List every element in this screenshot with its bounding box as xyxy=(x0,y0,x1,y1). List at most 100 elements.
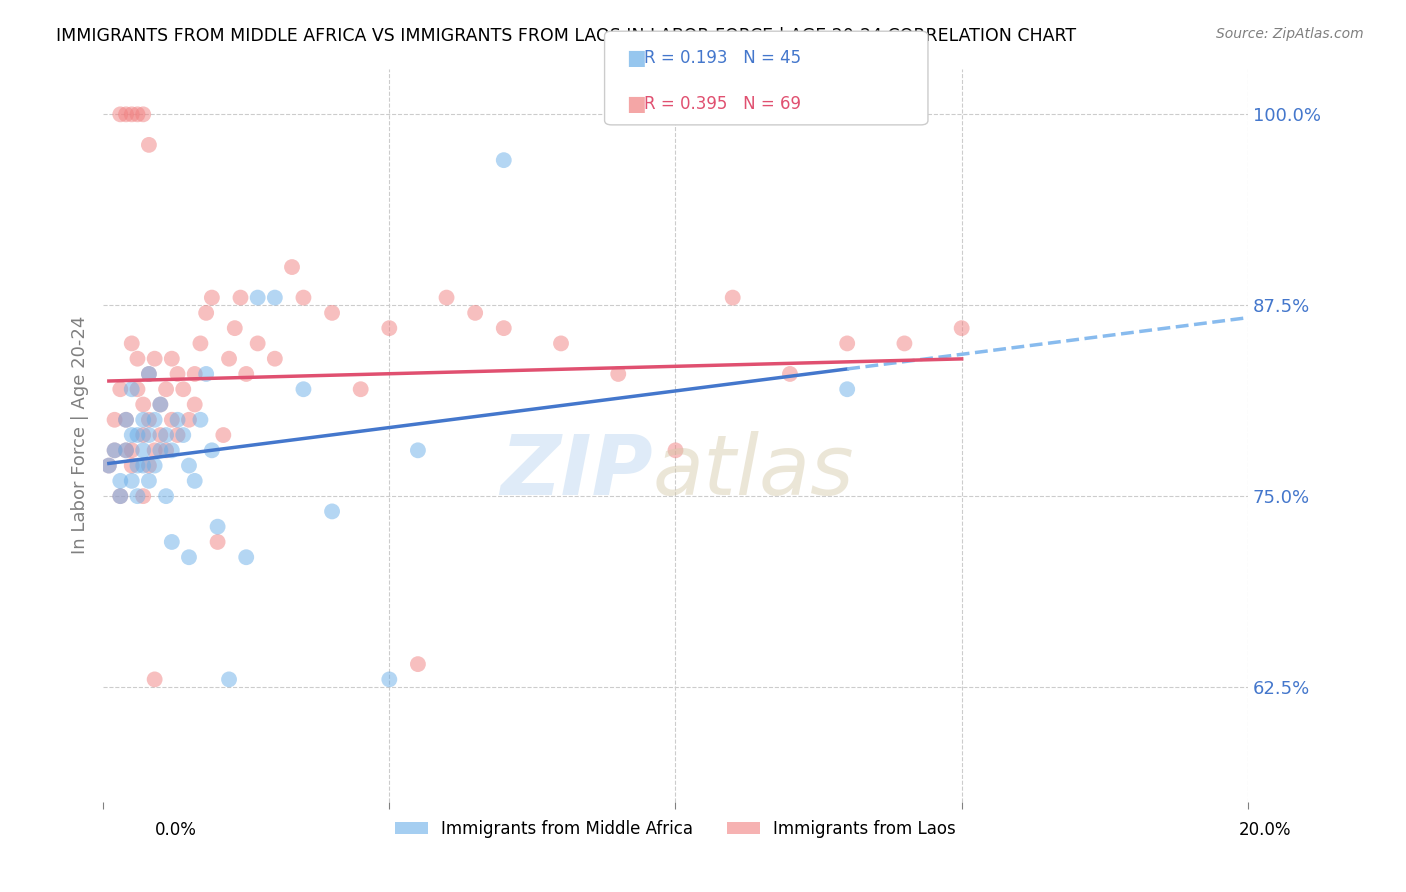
Text: Source: ZipAtlas.com: Source: ZipAtlas.com xyxy=(1216,27,1364,41)
Point xyxy=(837,382,859,396)
Point xyxy=(166,428,188,442)
Point xyxy=(115,443,138,458)
Point xyxy=(127,351,149,366)
Point xyxy=(292,382,315,396)
Point xyxy=(155,489,177,503)
Point xyxy=(190,336,212,351)
Point xyxy=(172,382,194,396)
Point xyxy=(103,413,125,427)
Point xyxy=(149,397,172,411)
Point xyxy=(121,107,143,121)
Point xyxy=(115,443,138,458)
Text: 20.0%: 20.0% xyxy=(1239,821,1292,838)
Point xyxy=(127,428,149,442)
Point xyxy=(138,428,160,442)
Point xyxy=(110,474,132,488)
Point xyxy=(950,321,973,335)
Point xyxy=(893,336,915,351)
Point xyxy=(121,458,143,473)
Point xyxy=(138,137,160,152)
Point xyxy=(132,443,155,458)
Point xyxy=(149,443,172,458)
Point xyxy=(492,321,515,335)
Point xyxy=(378,321,401,335)
Point xyxy=(110,489,132,503)
Point xyxy=(321,504,343,518)
Point xyxy=(149,397,172,411)
Text: R = 0.193   N = 45: R = 0.193 N = 45 xyxy=(644,49,801,67)
Point xyxy=(177,413,200,427)
Point xyxy=(127,489,149,503)
Point xyxy=(212,428,235,442)
Point xyxy=(155,428,177,442)
Point xyxy=(195,306,218,320)
Point xyxy=(492,153,515,168)
Point xyxy=(149,428,172,442)
Point xyxy=(406,443,429,458)
Point xyxy=(172,428,194,442)
Point xyxy=(115,107,138,121)
Text: ZIP: ZIP xyxy=(501,431,652,512)
Text: R = 0.395   N = 69: R = 0.395 N = 69 xyxy=(644,95,801,113)
Point xyxy=(436,291,458,305)
Point xyxy=(110,489,132,503)
Legend: Immigrants from Middle Africa, Immigrants from Laos: Immigrants from Middle Africa, Immigrant… xyxy=(388,814,963,845)
Point xyxy=(121,443,143,458)
Point xyxy=(292,825,315,839)
Point xyxy=(138,458,160,473)
Y-axis label: In Labor Force | Age 20-24: In Labor Force | Age 20-24 xyxy=(72,316,89,554)
Point xyxy=(138,413,160,427)
Point xyxy=(143,351,166,366)
Point xyxy=(143,413,166,427)
Point xyxy=(160,535,183,549)
Point xyxy=(235,550,257,565)
Text: 0.0%: 0.0% xyxy=(155,821,197,838)
Point xyxy=(406,657,429,672)
Point xyxy=(143,458,166,473)
Point xyxy=(103,443,125,458)
Point xyxy=(121,336,143,351)
Point xyxy=(607,367,630,381)
Point xyxy=(127,107,149,121)
Point xyxy=(246,291,269,305)
Point xyxy=(218,673,240,687)
Point xyxy=(550,336,572,351)
Point xyxy=(350,382,373,396)
Point xyxy=(127,458,149,473)
Point xyxy=(138,367,160,381)
Point xyxy=(837,336,859,351)
Point xyxy=(110,107,132,121)
Point xyxy=(721,291,744,305)
Point xyxy=(127,382,149,396)
Point xyxy=(160,413,183,427)
Point xyxy=(177,458,200,473)
Point xyxy=(160,351,183,366)
Point xyxy=(664,443,686,458)
Point xyxy=(110,382,132,396)
Point xyxy=(207,519,229,533)
Point xyxy=(229,291,252,305)
Point xyxy=(235,367,257,381)
Point xyxy=(97,458,120,473)
Point xyxy=(292,291,315,305)
Point xyxy=(143,443,166,458)
Point xyxy=(115,413,138,427)
Point xyxy=(160,443,183,458)
Point xyxy=(464,306,486,320)
Point xyxy=(121,474,143,488)
Point xyxy=(281,260,304,274)
Point xyxy=(195,367,218,381)
Point xyxy=(166,367,188,381)
Text: atlas: atlas xyxy=(652,431,855,512)
Text: ■: ■ xyxy=(626,95,645,114)
Point xyxy=(155,382,177,396)
Point xyxy=(183,474,205,488)
Point xyxy=(183,367,205,381)
Point xyxy=(103,443,125,458)
Point xyxy=(190,413,212,427)
Point xyxy=(224,321,246,335)
Point xyxy=(166,413,188,427)
Point xyxy=(97,458,120,473)
Point xyxy=(121,428,143,442)
Point xyxy=(121,382,143,396)
